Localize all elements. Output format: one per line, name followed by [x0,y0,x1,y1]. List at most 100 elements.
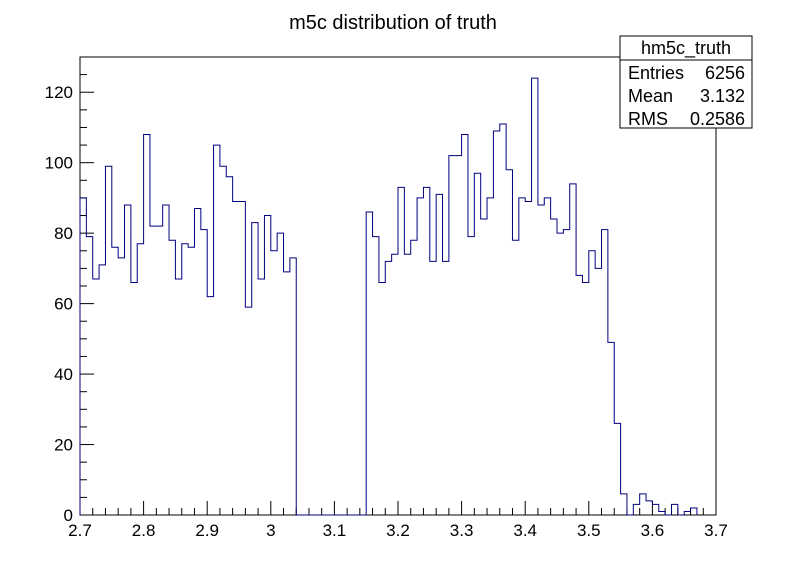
x-tick-label: 3.3 [450,521,474,540]
histogram-bin [659,511,665,515]
histogram-bin [646,501,652,515]
histogram-bin [125,205,131,515]
histogram-bin [462,135,468,515]
histogram-bin [252,223,258,515]
histogram-bin [105,166,111,515]
histogram-bin [481,219,487,515]
histogram-bin [411,240,417,515]
histogram-bin [214,145,220,515]
histogram-bin [131,282,137,515]
histogram-bin [640,494,646,515]
histogram-bin [207,297,213,515]
histogram-bin [284,272,290,515]
histogram-bin [525,201,531,515]
x-tick-label: 3.7 [704,521,728,540]
histogram-bin [691,508,697,515]
x-tick-label: 3.5 [577,521,601,540]
histogram-bin [194,208,200,515]
histogram-bin [239,201,245,515]
y-tick-label: 0 [64,506,73,525]
histogram-bin [468,237,474,515]
histogram-bin [404,254,410,515]
histogram-bins [80,78,697,515]
histogram-bin [112,247,118,515]
stats-box: hm5c_truth Entries 6256 Mean 3.132 RMS 0… [619,35,753,129]
histogram-bin [156,226,162,515]
histogram-bin [474,173,480,515]
histogram-outline [79,77,698,516]
histogram-bin [118,258,124,515]
histogram-bin [652,504,658,515]
histogram-bin [169,240,175,515]
y-tick-label: 80 [54,224,73,243]
x-tick-label: 3.2 [386,521,410,540]
stats-rms-label: RMS [628,109,668,129]
histogram-bin [93,279,99,515]
histogram-bin [671,504,677,515]
histogram-bin [443,261,449,515]
histogram-bin [487,198,493,515]
histogram-bin [366,212,372,515]
histogram-bin [633,504,639,515]
histogram-bin [506,170,512,515]
x-tick-label: 2.9 [195,521,219,540]
y-tick-label: 120 [45,83,73,102]
histogram-bin [150,226,156,515]
histogram-bin [392,254,398,515]
histogram-bin [245,307,251,515]
histogram-bin [226,177,232,515]
histogram-bin [264,216,270,515]
histogram-bin [519,198,525,515]
histogram-bin [163,205,169,515]
histogram-bin [258,279,264,515]
stats-mean-label: Mean [628,86,673,106]
x-tick-label: 3 [266,521,275,540]
histogram-bin [220,166,226,515]
stats-rms-value: 0.2586 [690,109,745,129]
chart-title: m5c distribution of truth [289,12,497,34]
histogram-bin [449,156,455,515]
histogram-bin [544,198,550,515]
histogram-bin [188,247,194,515]
x-tick-label: 2.7 [68,521,92,540]
histogram-bin [576,275,582,515]
stats-entries-label: Entries [628,63,684,83]
y-tick-label: 100 [45,154,73,173]
histogram-bin [614,423,620,515]
histogram-bin [379,282,385,515]
histogram-bin [430,261,436,515]
histogram-bin [538,205,544,515]
histogram-bin [455,156,461,515]
histogram-bin [290,258,296,515]
stats-box-title: hm5c_truth [641,38,731,59]
histogram-bin [385,261,391,515]
histogram-bin [684,511,690,515]
histogram-bin [182,244,188,515]
histogram-bin [175,279,181,515]
stats-mean-value: 3.132 [700,86,745,106]
histogram-bin [493,131,499,515]
histogram-bin [398,187,404,515]
histogram-bin [233,201,239,515]
histogram-bin [582,282,588,515]
histogram-bin [144,135,150,515]
histogram-bin [86,237,92,515]
histogram-bin [589,251,595,515]
histogram-bin [423,187,429,515]
histogram-bin [373,237,379,515]
x-tick-label: 3.4 [513,521,537,540]
histogram-bin [271,251,277,515]
histogram-bin [563,230,569,515]
histogram-bin [621,494,627,515]
y-tick-label: 60 [54,295,73,314]
histogram-bin [557,233,563,515]
x-tick-label: 3.1 [323,521,347,540]
histogram-bin [277,233,283,515]
histogram-bin [570,184,576,515]
histogram-bin [137,244,143,515]
x-tick-label: 2.8 [132,521,156,540]
histogram-bin [595,268,601,515]
histogram-bin [99,265,105,515]
histogram-bin [602,230,608,515]
histogram-bin [532,78,538,515]
